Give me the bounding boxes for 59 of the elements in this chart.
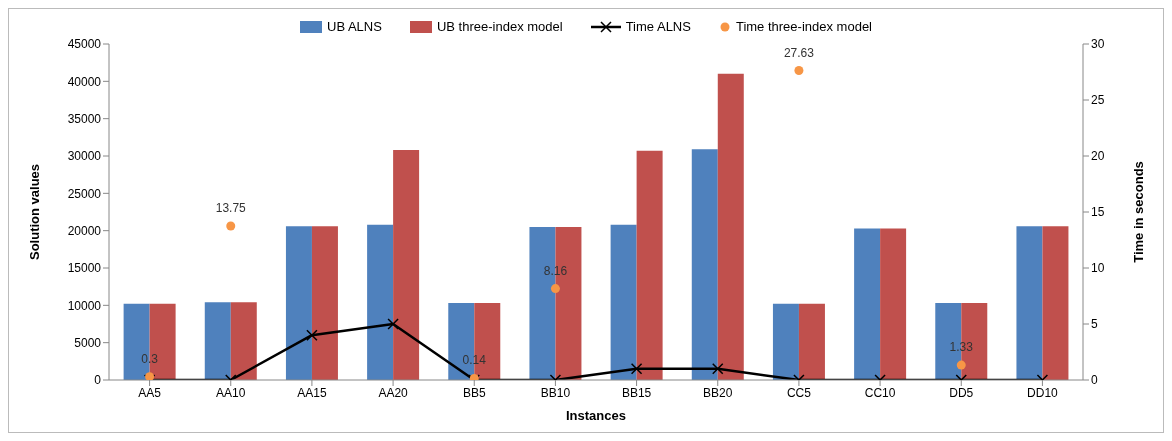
x-tick-label: DD10 [1027, 385, 1059, 400]
bar [311, 226, 338, 380]
x-tick-label: BB15 [621, 385, 652, 400]
data-label: 0.3 [141, 351, 159, 366]
bar [1016, 226, 1043, 380]
bar [367, 224, 394, 380]
point [550, 284, 560, 294]
bar [636, 150, 663, 380]
y-tick-label: 45000 [67, 37, 102, 52]
x-tick-label: AA10 [216, 385, 246, 400]
bar [285, 226, 312, 380]
point [387, 318, 399, 330]
data-label: 13.75 [215, 201, 247, 215]
y-tick-label: 15000 [67, 261, 102, 276]
x-tick-label: CC10 [864, 385, 896, 400]
bar [204, 302, 231, 380]
point [306, 329, 318, 341]
legend-label: Time ALNS [625, 19, 691, 34]
y2-tick-label: 30 [1091, 37, 1105, 52]
y2-tick-label: 5 [1091, 317, 1098, 332]
y-tick-label: 10000 [67, 298, 102, 313]
y2-tick-label: 10 [1091, 261, 1105, 276]
x-tick-label: AA5 [138, 385, 162, 400]
y-tick-label: 25000 [67, 186, 102, 201]
bar [717, 73, 744, 380]
x-tick-label: BB20 [703, 385, 733, 400]
bar [880, 228, 907, 380]
y2-tick-label: 15 [1091, 205, 1105, 220]
x-tick-label: AA15 [297, 385, 327, 400]
legend-label: UB ALNS [327, 19, 382, 34]
legend-label: Time three-index model [735, 19, 872, 34]
y-axis-title: Solution values [26, 163, 42, 261]
y-tick-label: 35000 [67, 111, 102, 126]
x-tick-label: CC5 [786, 385, 812, 400]
y2-tick-label: 25 [1091, 93, 1105, 108]
data-label: 27.63 [783, 45, 815, 60]
y-tick-label: 5000 [74, 335, 102, 350]
bar [854, 228, 881, 380]
x-tick-label: AA20 [378, 385, 409, 400]
bar [1042, 226, 1069, 380]
bar [393, 150, 420, 380]
y2-tick-label: 0 [1091, 373, 1098, 388]
legend-label: UB three-index model [436, 19, 563, 34]
y2-tick-label: 20 [1091, 149, 1105, 164]
bar [230, 302, 257, 380]
bar [772, 303, 799, 380]
y-tick-label: 20000 [67, 223, 102, 238]
y-tick-label: 40000 [67, 74, 102, 89]
x-tick-label: BB5 [462, 385, 486, 400]
bar [610, 224, 637, 380]
bar [798, 303, 825, 380]
x-tick-label: BB10 [540, 385, 571, 400]
x-tick-label: DD5 [949, 385, 974, 400]
y-tick-label: 30000 [67, 149, 102, 164]
y2-axis-title: Time in seconds [1130, 161, 1146, 263]
x-axis-title: Instances [566, 408, 626, 423]
bar [691, 149, 718, 380]
y-tick-label: 0 [94, 373, 102, 388]
point [226, 221, 236, 231]
